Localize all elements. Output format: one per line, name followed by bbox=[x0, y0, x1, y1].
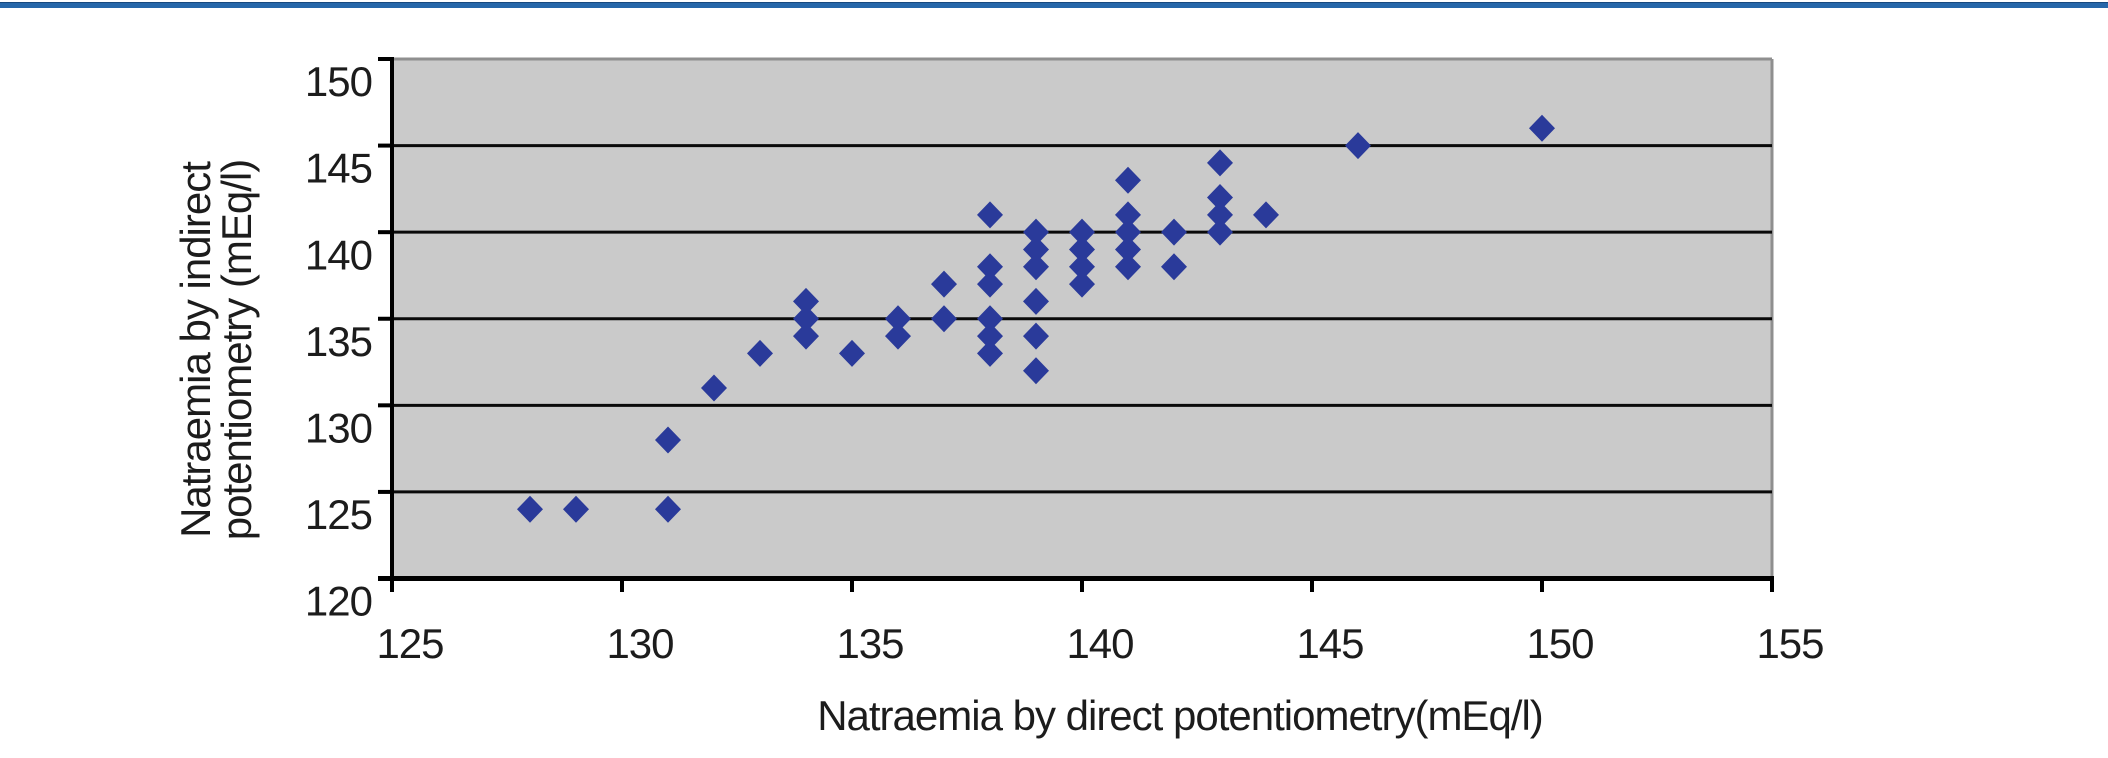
data-point bbox=[747, 339, 773, 367]
data-point bbox=[931, 270, 957, 298]
data-point bbox=[885, 322, 911, 350]
data-point bbox=[1115, 166, 1141, 194]
y-axis-title-line2: potentiometry (mEq/l) bbox=[213, 159, 260, 541]
y-axis-title: Natraemia by indirect potentiometry (mEq… bbox=[172, 159, 260, 541]
data-point bbox=[1345, 132, 1371, 160]
data-point bbox=[701, 374, 727, 402]
data-point bbox=[1161, 253, 1187, 281]
data-point bbox=[1069, 270, 1095, 298]
data-point bbox=[977, 253, 1003, 281]
data-point bbox=[793, 305, 819, 333]
data-point bbox=[1207, 149, 1233, 177]
data-point bbox=[1069, 253, 1095, 281]
x-axis-title: Natraemia by direct potentiometry(mEq/l) bbox=[817, 692, 1544, 739]
data-point bbox=[839, 339, 865, 367]
x-tick-label: 145 bbox=[1296, 620, 1363, 667]
top-border-rule bbox=[0, 2, 2108, 8]
y-tick-label: 140 bbox=[305, 231, 372, 278]
data-point bbox=[1115, 201, 1141, 229]
data-point bbox=[1023, 322, 1049, 350]
y-tick-label: 145 bbox=[305, 145, 372, 192]
data-point bbox=[793, 322, 819, 350]
data-point bbox=[1207, 184, 1233, 212]
y-tick-label: 150 bbox=[305, 58, 372, 105]
x-tick-label: 125 bbox=[376, 620, 443, 667]
data-point bbox=[655, 426, 681, 454]
y-tick-label: 135 bbox=[305, 318, 372, 365]
data-point bbox=[1023, 235, 1049, 263]
data-point bbox=[517, 495, 543, 523]
data-point bbox=[931, 305, 957, 333]
data-point bbox=[1115, 253, 1141, 281]
data-point bbox=[655, 495, 681, 523]
data-point bbox=[977, 305, 1003, 333]
y-tick-label: 120 bbox=[305, 578, 372, 625]
x-tick-label: 155 bbox=[1756, 620, 1823, 667]
x-tick-label: 140 bbox=[1066, 620, 1133, 667]
data-point bbox=[1023, 218, 1049, 246]
data-point bbox=[977, 270, 1003, 298]
data-point bbox=[885, 305, 911, 333]
data-point bbox=[1207, 201, 1233, 229]
data-point bbox=[1253, 201, 1279, 229]
data-point bbox=[1207, 218, 1233, 246]
data-point bbox=[1023, 357, 1049, 385]
data-point bbox=[1069, 218, 1095, 246]
y-tick-label: 125 bbox=[305, 491, 372, 538]
x-tick-label: 135 bbox=[836, 620, 903, 667]
data-point bbox=[563, 495, 589, 523]
data-point bbox=[1115, 218, 1141, 246]
data-point bbox=[977, 201, 1003, 229]
x-tick-label: 150 bbox=[1526, 620, 1593, 667]
data-point bbox=[1069, 235, 1095, 263]
data-point bbox=[1023, 287, 1049, 315]
y-axis-title-line1: Natraemia by indirect bbox=[172, 162, 219, 538]
data-point bbox=[1023, 253, 1049, 281]
y-tick-label: 130 bbox=[305, 404, 372, 451]
data-point bbox=[1115, 235, 1141, 263]
x-tick-label: 130 bbox=[606, 620, 673, 667]
data-point bbox=[1529, 114, 1555, 142]
data-point bbox=[1161, 218, 1187, 246]
data-point bbox=[977, 339, 1003, 367]
data-point bbox=[977, 322, 1003, 350]
data-point bbox=[793, 287, 819, 315]
